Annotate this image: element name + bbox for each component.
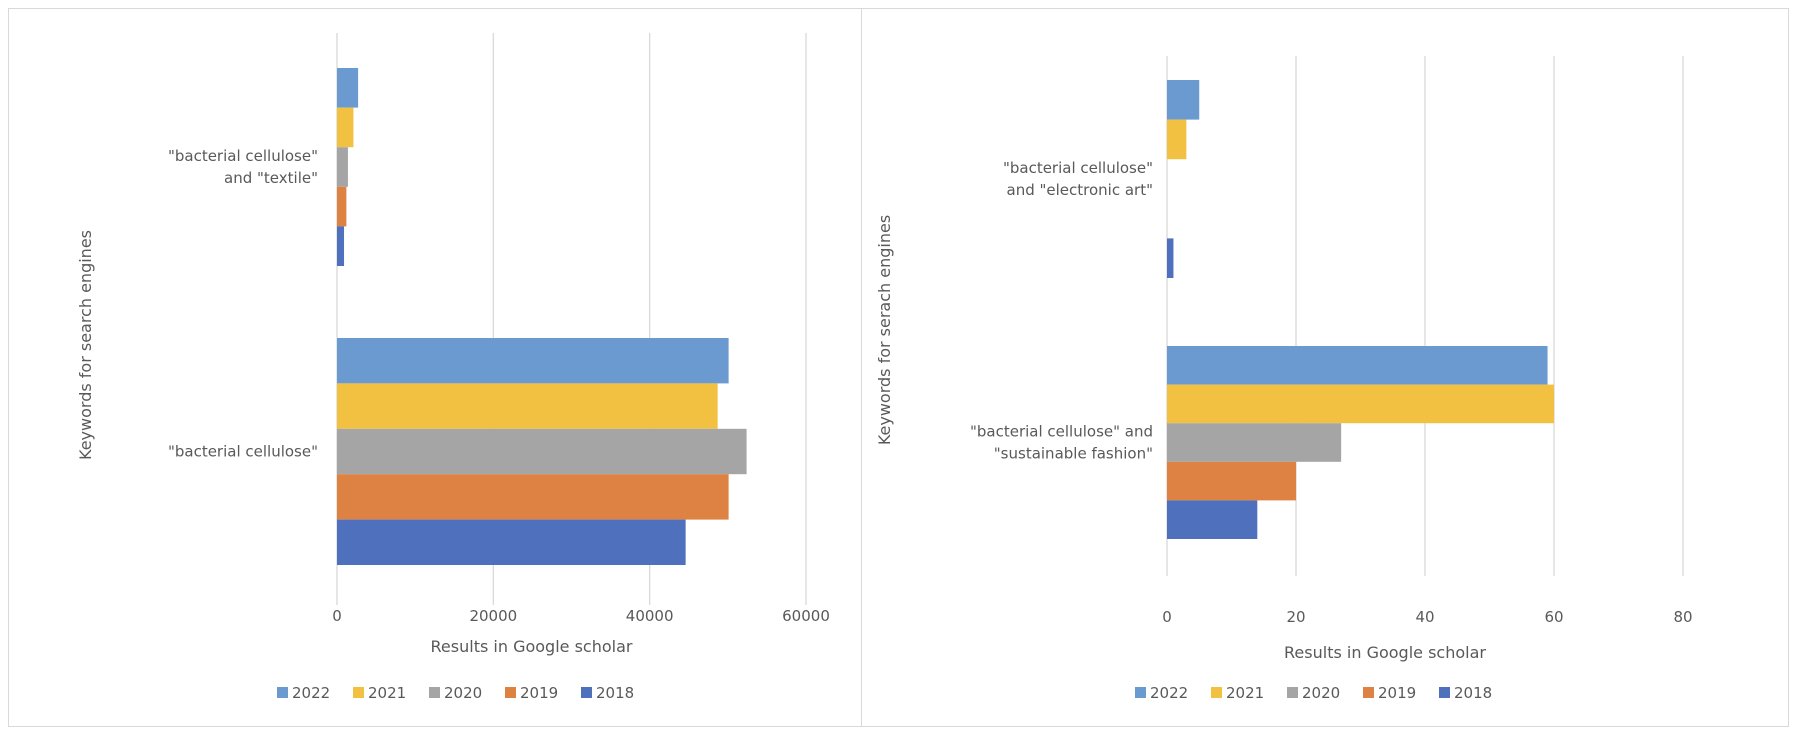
category-label: "sustainable fashion" [994,445,1153,463]
bar-2020-cat1 [337,428,747,475]
bar-2018-cat1 [337,519,686,565]
bar-2019-cat1 [337,474,729,520]
category-label: and "textile" [224,169,318,187]
bar-2022-cat1 [337,338,729,384]
bar-2022-cat1 [1167,346,1548,385]
x-tick-label: 80 [1673,608,1692,626]
legend-swatch-2018 [1439,687,1450,698]
legend-swatch-2018 [581,687,592,698]
bar-2022-cat0 [337,68,359,108]
x-tick-label: 40 [1415,608,1434,626]
legend-label-2018: 2018 [596,684,634,702]
legend-swatch-2021 [353,687,364,698]
bar-2019-cat0 [337,186,347,227]
y-axis-title: Keywords for search engines [76,230,95,460]
bar-2022-cat0 [1167,80,1200,120]
category-label: "bacterial cellulose" and [970,423,1153,441]
bar-2021-cat0 [337,107,354,148]
bar-2021-cat1 [1167,384,1554,424]
x-tick-label: 20 [1286,608,1305,626]
bar-2020-cat0 [337,147,348,187]
legend-label-2020: 2020 [1302,684,1340,702]
bar-2018-cat0 [337,226,345,266]
x-axis-title: Results in Google scholar [431,637,633,656]
chart-left-textile: 0 20000 40000 60000 "bacterial cellulose" and… [76,33,830,702]
legend-swatch-2020 [429,687,440,698]
legend-swatch-2019 [505,687,516,698]
category-label: "bacterial cellulose" [168,443,318,461]
y-axis-title: Keywords for serach engines [875,215,894,445]
legend-label-2021: 2021 [1226,684,1264,702]
legend-label-2019: 2019 [1378,684,1416,702]
panel-divider [861,9,862,727]
x-tick-label: 40000 [626,607,674,625]
x-tick-label: 60 [1544,608,1563,626]
bar-2021-cat0 [1167,119,1187,160]
x-tick-label: 0 [332,607,342,625]
category-label: "bacterial cellulose" [168,147,318,165]
legend-swatch-2021 [1211,687,1222,698]
legend-label-2022: 2022 [1150,684,1188,702]
legend-label-2019: 2019 [520,684,558,702]
chart-right-fashion-electronic-art: 0 20 40 60 80 "bacterial cellulose" and "elect… [875,56,1693,702]
legend-swatch-2022 [277,687,288,698]
legend-swatch-2022 [1135,687,1146,698]
legend-label-2018: 2018 [1454,684,1492,702]
category-label: "bacterial cellulose" [1003,159,1153,177]
legend-label-2021: 2021 [368,684,406,702]
x-axis-title: Results in Google scholar [1284,643,1486,662]
x-tick-label: 20000 [469,607,517,625]
bar-2018-cat1 [1167,500,1258,539]
legend-swatch-2019 [1363,687,1374,698]
legend-swatch-2020 [1287,687,1298,698]
bar-2018-cat0 [1167,238,1174,278]
category-label: and "electronic art" [1007,181,1153,199]
figure-frame [8,8,1789,727]
bar-2019-cat1 [1167,461,1296,501]
legend-label-2020: 2020 [444,684,482,702]
legend-label-2022: 2022 [292,684,330,702]
x-tick-label: 60000 [782,607,830,625]
bar-2020-cat1 [1167,423,1342,462]
bar-2021-cat1 [337,383,718,429]
x-tick-label: 0 [1162,608,1172,626]
